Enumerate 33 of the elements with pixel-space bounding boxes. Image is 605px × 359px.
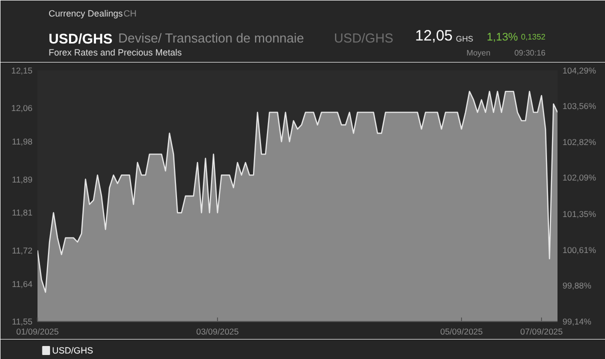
text: Currency Dealings: [48, 8, 124, 18]
text: CH: [123, 8, 136, 18]
y2-tick-label: 103,56%: [562, 101, 596, 112]
text: Forex Rates and Precious Metals: [48, 48, 182, 58]
text: USD/GHS: [334, 30, 394, 46]
x-tick-label: 03/09/2025: [196, 326, 240, 336]
y-tick-label: 11,98: [12, 136, 33, 147]
text: 12,05: [415, 28, 453, 44]
y-tick-label: 12,06: [11, 103, 33, 114]
y2-tick-label: 101,35%: [562, 208, 596, 219]
y-tick-label: 11,81: [12, 208, 33, 218]
y2-tick-label: 99,14%: [562, 316, 592, 326]
text: 0,1352: [521, 32, 546, 42]
x-tick-label: 01/09/2025: [16, 326, 60, 336]
x-tick-label: 05/09/2025: [440, 326, 484, 336]
y-tick-label: 12,15: [11, 66, 33, 76]
y-tick-label: 11,89: [12, 174, 33, 184]
y2-tick-label: 100,61%: [562, 244, 596, 255]
text: 09:30:16: [514, 48, 546, 58]
chart-title: USD/GHS: [48, 30, 112, 46]
y-tick-label: 11,72: [12, 245, 33, 256]
chart-subtitle: Devise/ Transaction de monnaie: [118, 30, 304, 46]
y-tick-label: 11,55: [12, 316, 33, 326]
text: GHS: [456, 34, 474, 44]
y2-tick-label: 102,82%: [562, 137, 596, 148]
y2-tick-label: 99,88%: [562, 280, 592, 290]
y-tick-label: 11,64: [12, 278, 33, 289]
legend-label: USD/GHS: [52, 346, 94, 356]
y2-tick-label: 104,29%: [562, 66, 596, 76]
x-tick-label: 07/09/2025: [520, 326, 564, 336]
text: 1,13%: [486, 32, 518, 44]
text: Moyen: [466, 48, 490, 58]
y2-tick-label: 102,09%: [562, 172, 596, 183]
